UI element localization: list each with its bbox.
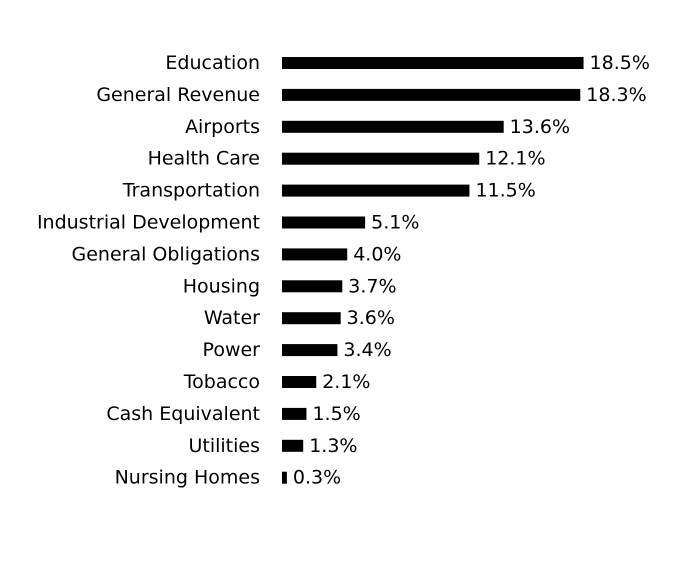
value-label: 12.1% bbox=[485, 148, 545, 170]
bars-group: Education 18.5% General Revenue 18.3% Airpor… bbox=[37, 52, 650, 489]
bar bbox=[282, 376, 317, 388]
bar bbox=[282, 216, 366, 229]
value-label: 2.1% bbox=[322, 371, 370, 393]
category-label: Power bbox=[203, 339, 261, 361]
bar bbox=[282, 184, 470, 197]
value-label: 0.3% bbox=[293, 467, 341, 489]
bar bbox=[282, 312, 341, 325]
value-label: 4.0% bbox=[353, 243, 401, 265]
value-label: 3.6% bbox=[347, 307, 395, 329]
bar bbox=[282, 280, 343, 293]
category-label: Nursing Homes bbox=[115, 467, 260, 489]
category-label: General Obligations bbox=[72, 243, 261, 265]
value-label: 1.5% bbox=[312, 403, 360, 425]
category-label: Airports bbox=[185, 116, 260, 138]
category-label: Education bbox=[165, 52, 260, 74]
value-label: 5.1% bbox=[371, 212, 419, 234]
value-label: 1.3% bbox=[309, 435, 357, 457]
bar bbox=[282, 88, 581, 101]
category-label: Utilities bbox=[188, 435, 260, 457]
value-label: 13.6% bbox=[510, 116, 570, 138]
bar bbox=[282, 57, 584, 69]
category-label: Cash Equivalent bbox=[106, 403, 260, 425]
bar bbox=[282, 407, 307, 420]
category-label: General Revenue bbox=[96, 84, 260, 106]
value-label: 18.5% bbox=[590, 52, 650, 74]
category-label: Housing bbox=[183, 275, 260, 297]
category-label: Water bbox=[204, 307, 260, 329]
bar bbox=[282, 120, 504, 133]
value-label: 18.3% bbox=[586, 84, 646, 106]
value-label: 3.4% bbox=[343, 339, 391, 361]
category-label: Health Care bbox=[148, 148, 260, 170]
bar bbox=[282, 439, 304, 452]
value-label: 3.7% bbox=[348, 275, 396, 297]
bar bbox=[282, 344, 338, 357]
bar bbox=[282, 248, 348, 261]
bar bbox=[282, 152, 480, 165]
value-label: 11.5% bbox=[475, 180, 535, 202]
bar bbox=[282, 471, 287, 484]
category-label: Industrial Development bbox=[37, 212, 260, 234]
category-label: Transportation bbox=[122, 180, 260, 202]
category-label: Tobacco bbox=[183, 371, 260, 393]
